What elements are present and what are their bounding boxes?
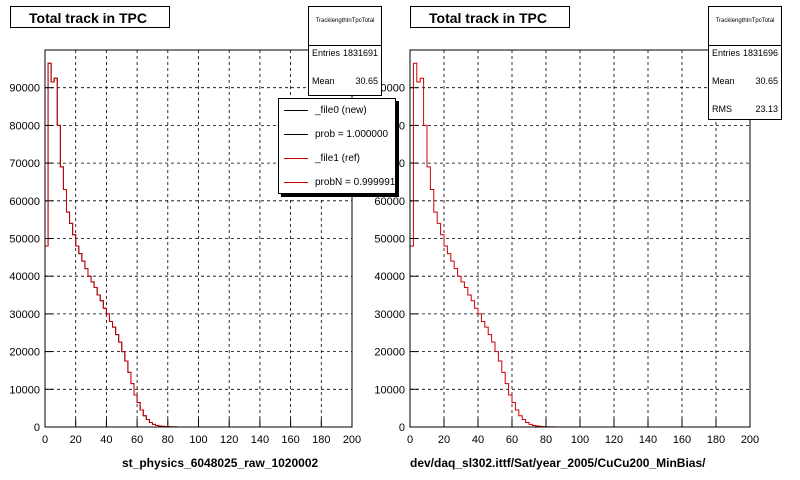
x-tick-label: 140 (251, 434, 269, 446)
stats-name: TracklengthInTpcTotal (709, 7, 781, 46)
x-tick-label: 120 (220, 434, 238, 446)
legend-entry-prob: prob = 1.000000 (279, 123, 395, 147)
stats-value: 1831691 (342, 48, 378, 58)
legend-entry-new: _file0 (new) (279, 99, 395, 123)
x-tick-label: 200 (343, 434, 361, 446)
stats-row-mean: Mean 30.65 (309, 74, 381, 102)
stats-label: Entries (712, 48, 741, 58)
x-tick-label: 80 (162, 434, 174, 446)
y-tick-label: 30000 (9, 309, 40, 321)
y-tick-label: 50000 (374, 234, 405, 246)
x-tick-label: 0 (42, 434, 48, 446)
legend-entry-probn: probN = 0.999991 (279, 171, 396, 193)
stats-value: 30.65 (755, 76, 778, 86)
y-tick-label: 20000 (374, 347, 405, 359)
x-tick-label: 120 (605, 434, 623, 446)
stats-row-rms: RMS 23.13 (709, 102, 781, 130)
x-tick-label: 180 (707, 434, 725, 446)
legend-entry-ref: _file1 (ref) (279, 147, 395, 171)
x-tick-label: 80 (540, 434, 552, 446)
legend-label: _file0 (new) (315, 105, 367, 116)
y-tick-label: 90000 (9, 83, 40, 95)
histogram-plot-left: 0 20 40 60 80 100 120 140 160 180 200 0 10000 20000 30… (9, 49, 361, 446)
y-tick-label: 50000 (9, 234, 40, 246)
plot-title-right: Total track in TPC (410, 6, 570, 28)
y-tick-label: 10000 (374, 384, 405, 396)
stats-box-left: TracklengthInTpcTotal Entries 1831691 Me… (308, 6, 382, 96)
y-tick-label: 40000 (374, 271, 405, 283)
y-tick-label: 90000 (374, 83, 405, 95)
y-tick-label: 60000 (374, 196, 405, 208)
stats-label: Entries (312, 48, 341, 58)
y-tick-label: 0 (34, 422, 40, 434)
stats-value: 1831696 (742, 48, 778, 58)
x-tick-label: 60 (506, 434, 518, 446)
legend-swatch-red (284, 158, 308, 159)
y-tick-label: 0 (399, 422, 405, 434)
x-tick-label: 200 (741, 434, 759, 446)
x-tick-label: 60 (131, 434, 143, 446)
y-tick-label: 30000 (374, 309, 405, 321)
x-tick-label: 40 (100, 434, 112, 446)
x-tick-label: 160 (673, 434, 691, 446)
y-tick-label: 20000 (9, 347, 40, 359)
stats-label: Mean (712, 76, 735, 86)
y-tick-label: 10000 (9, 384, 40, 396)
x-tick-label: 180 (312, 434, 330, 446)
stats-row-mean: Mean 30.65 (709, 74, 781, 102)
legend-label: probN = 0.999991 (315, 177, 396, 188)
x-tick-label: 160 (281, 434, 299, 446)
file-label-right: dev/daq_sl302.ittf/Sat/year_2005/CuCu200… (410, 456, 706, 470)
legend-label: prob = 1.000000 (315, 129, 389, 140)
stats-name: TracklengthInTpcTotal (309, 7, 381, 46)
stats-row-entries: Entries 1831696 (709, 46, 781, 74)
plot-title-left: Total track in TPC (10, 6, 170, 28)
x-tick-label: 20 (438, 434, 450, 446)
y-tick-label: 70000 (9, 158, 40, 170)
legend-swatch-red (284, 182, 308, 183)
stats-box-right: TracklengthInTpcTotal Entries 1831696 Me… (708, 6, 782, 120)
y-tick-label: 60000 (9, 196, 40, 208)
y-tick-label: 40000 (9, 271, 40, 283)
x-tick-label: 40 (472, 434, 484, 446)
stats-value: 23.13 (755, 104, 778, 114)
legend-swatch-black (284, 110, 308, 111)
histogram-plot-right: 0 20 40 60 80 100 120 140 160 180 200 0 10000 20000 30… (374, 49, 759, 446)
x-tick-label: 140 (639, 434, 657, 446)
stats-row-entries: Entries 1831691 (309, 46, 381, 74)
stats-value: 30.65 (355, 76, 378, 86)
x-tick-label: 0 (407, 434, 413, 446)
stats-label: Mean (312, 76, 335, 86)
y-tick-label: 80000 (9, 120, 40, 132)
file-label-left: st_physics_6048025_raw_1020002 (122, 456, 319, 470)
x-tick-label: 100 (189, 434, 207, 446)
legend-label: _file1 (ref) (315, 153, 361, 164)
stats-label: RMS (712, 104, 732, 114)
x-tick-label: 100 (571, 434, 589, 446)
x-tick-label: 20 (70, 434, 82, 446)
legend-swatch-black (284, 134, 308, 135)
legend-box: _file0 (new) prob = 1.000000 _file1 (ref… (278, 98, 396, 194)
